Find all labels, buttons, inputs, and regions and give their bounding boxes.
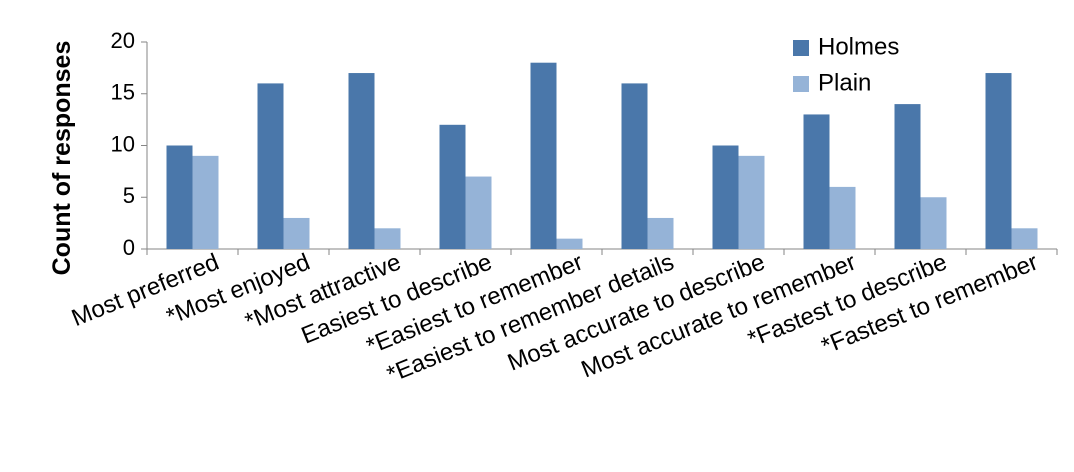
bar: [374, 228, 401, 249]
legend-label: Plain: [818, 69, 871, 96]
bar: [621, 83, 648, 250]
bar: [803, 114, 830, 249]
bar: [257, 83, 284, 250]
y-tick-label: 20: [111, 28, 135, 53]
bar: [1011, 228, 1038, 249]
bar: [920, 197, 947, 249]
legend-swatch: [793, 40, 809, 56]
y-tick-label: 0: [123, 235, 135, 260]
bar: [166, 145, 193, 249]
bar: [530, 62, 557, 250]
bar: [985, 73, 1012, 249]
bar: [647, 217, 674, 249]
bar: [465, 176, 492, 249]
bar: [192, 155, 219, 249]
y-tick-label: 5: [123, 183, 135, 208]
bar: [283, 217, 310, 249]
bar: [439, 124, 466, 249]
legend-swatch: [793, 76, 809, 92]
bar: [348, 73, 375, 249]
y-axis-label: Count of responses: [48, 41, 76, 276]
bar: [556, 238, 583, 249]
bar: [894, 104, 921, 249]
bar: [829, 186, 856, 249]
y-tick-label: 10: [111, 131, 135, 156]
bar: [712, 145, 739, 249]
y-tick-label: 15: [111, 80, 135, 105]
bar: [738, 155, 765, 249]
legend-label: Holmes: [818, 33, 899, 60]
